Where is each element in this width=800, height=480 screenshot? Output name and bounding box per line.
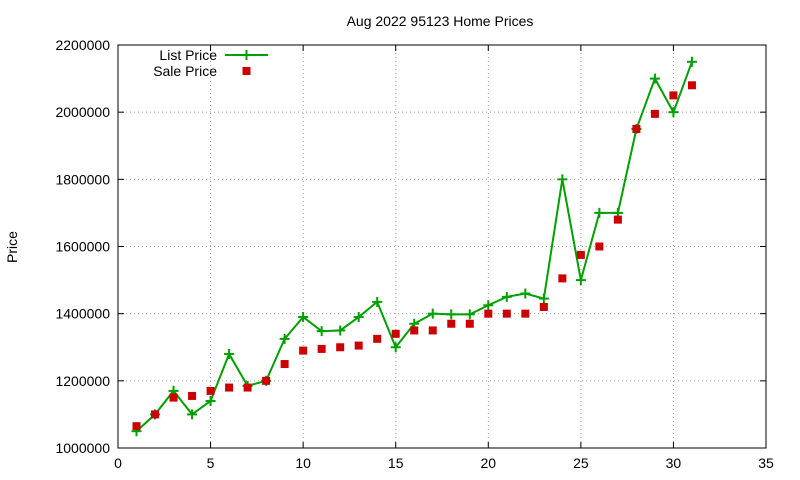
y-tick-label: 1600000 [55,239,110,255]
x-tick-label: 10 [295,455,311,471]
list-price-point [353,312,364,323]
list-price-point [575,275,586,286]
sale-price-point [243,383,252,392]
legend-label-sale-price: Sale Price [153,63,217,79]
sale-price-point [687,81,696,90]
sale-price-point [354,341,363,350]
y-tick-label: 2200000 [55,37,110,53]
sale-price-point [280,360,289,369]
list-price-point [464,309,475,320]
sale-price-point [669,91,678,100]
list-price-point [372,296,383,307]
sale-price-point [595,242,604,251]
sale-price-point [373,334,382,343]
y-tick-label: 1200000 [55,373,110,389]
y-tick-label: 1000000 [55,440,110,456]
x-tick-label: 35 [758,455,774,471]
sale-price-point [188,391,197,400]
sale-price-point [225,383,234,392]
list-price-point [224,348,235,359]
list-price-point [316,326,327,337]
list-price-point [390,342,401,353]
sale-price-point [465,319,474,328]
y-tick-label: 2000000 [55,104,110,120]
sale-price-point [521,309,530,318]
list-price-point [557,174,568,185]
list-price-point [668,107,679,118]
legend-label-list-price: List Price [159,47,217,63]
sale-price-point [410,326,419,335]
y-tick-label: 1800000 [55,171,110,187]
list-price-point [446,309,457,320]
sale-price-point [169,393,178,402]
grid-lines [118,45,766,448]
series [131,56,697,437]
x-tick-label: 15 [388,455,404,471]
sale-price-point [650,109,659,118]
sale-price-point [151,410,160,419]
legend-marker-sale-price [242,67,251,75]
list-price-point [279,333,290,344]
sale-price-point [132,422,141,431]
list-price-point [520,288,531,299]
list-price-point [298,312,309,323]
list-price-point [483,300,494,311]
axes: 0 5 10 15 20 25 30 35 1000000 1200000 1400000 16000… [55,37,774,471]
sale-price-point [632,124,641,133]
x-tick-label: 25 [573,455,589,471]
x-tick-label: 0 [114,455,122,471]
sale-price-point [539,302,548,311]
sale-price-point [484,309,493,318]
list-price-point [205,395,216,406]
sale-price-point [502,309,511,318]
list-price-point [594,207,605,218]
sale-price-point [428,326,437,335]
y-axis-label: Price [4,231,20,263]
list-price-series [131,56,697,437]
sale-price-point [447,319,456,328]
sale-price-point [206,386,215,395]
list-price-point [427,308,438,319]
sale-price-point [262,376,271,385]
legend-marker-list-price [241,50,252,60]
x-tick-label: 5 [207,455,215,471]
list-price-point [187,409,198,420]
sale-price-series [132,81,696,431]
sale-price-point [317,344,326,353]
sale-price-point [391,329,400,338]
list-price-point [538,293,549,304]
sale-price-point [299,346,308,355]
sale-price-point [613,215,622,224]
list-price-point [649,73,660,84]
x-tick-label: 30 [666,455,682,471]
y-tick-label: 1400000 [55,306,110,322]
sale-price-point [576,250,585,259]
chart-title: Aug 2022 95123 Home Prices [347,13,534,29]
sale-price-point [336,343,345,352]
list-price-point [335,325,346,336]
list-price-point [686,56,697,67]
sale-price-point [558,274,567,283]
x-tick-label: 20 [480,455,496,471]
list-price-point [501,291,512,302]
